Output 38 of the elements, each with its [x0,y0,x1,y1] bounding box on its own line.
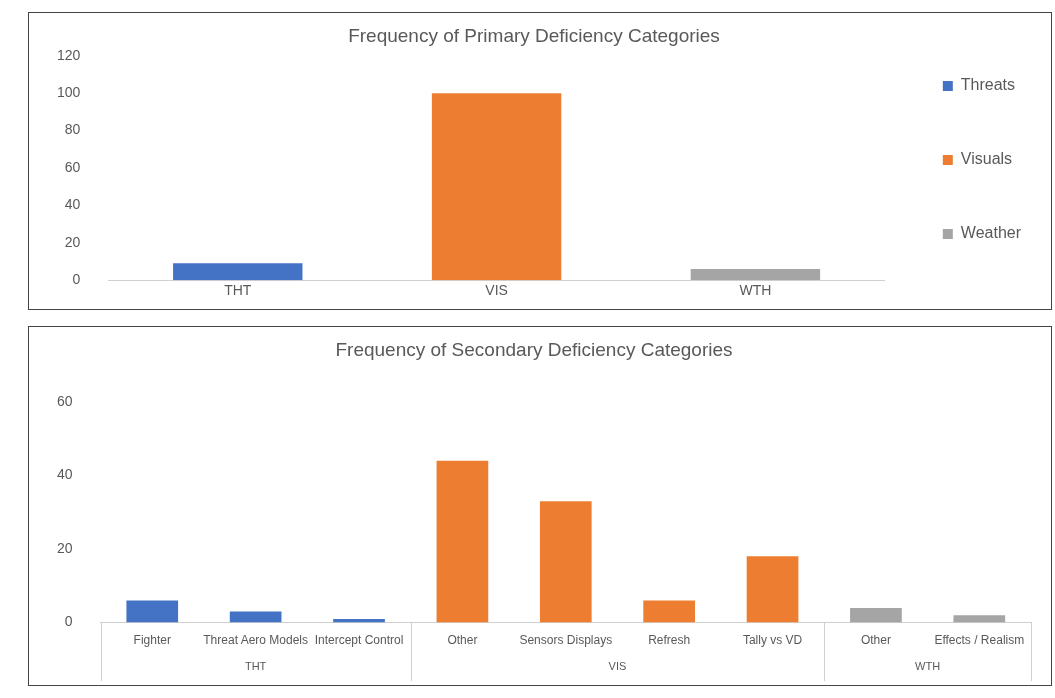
chart-title: Frequency of Primary Deficiency Categories [348,24,720,46]
y-tick-label: 20 [56,539,73,556]
y-tick-label: 80 [64,121,81,138]
bar [850,607,902,623]
text: WTH [915,660,941,673]
y-tick-label: 60 [64,158,81,175]
x-tick-label: Other [860,633,891,648]
y-tick-label: 40 [56,466,73,483]
text: THT [244,660,267,673]
y-tick-label: 0 [64,613,73,630]
y-tick-label: 120 [57,46,81,63]
bar [126,600,179,623]
x-tick-label: WTH [739,282,772,299]
x-tick-label: Effects / Realism [934,633,1025,648]
x-tick-label: VIS [485,282,508,299]
y-tick-label: 0 [72,271,81,288]
y-tick-label: 100 [57,84,81,101]
x-tick-label: THT [224,282,252,299]
legend-label: Visuals [960,150,1013,168]
legend-label: Threats [960,76,1016,94]
x-tick-label: Refresh [648,633,691,648]
x-tick-label: Tally vs VD [742,633,803,648]
bar [746,556,799,623]
x-tick-label: Fighter [133,633,171,648]
y-tick-label: 60 [56,392,73,409]
bar [643,600,696,623]
x-tick-label: Intercept Control [314,633,404,648]
legend-label: Weather [960,224,1022,242]
bar [436,460,489,623]
x-tick-label: Sensors Displays [519,633,613,648]
x-tick-label: Other [447,633,478,648]
chart-title: Frequency of Secondary Deficiency Categories [335,338,733,360]
y-tick-label: 40 [64,196,81,213]
bar [539,501,592,623]
bar [953,615,1006,623]
y-tick-label: 20 [64,233,81,250]
x-tick-label: Threat Aero Models [203,633,308,648]
text: VIS [608,660,627,673]
